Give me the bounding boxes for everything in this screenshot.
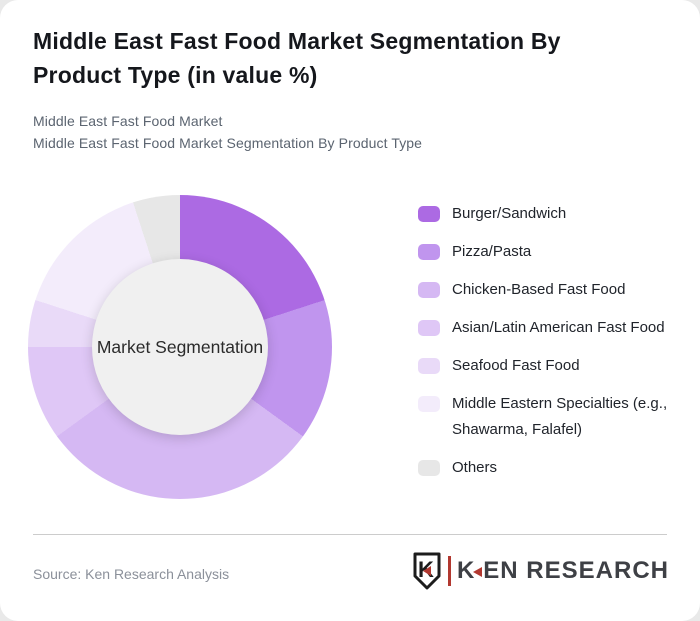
subtitle-segmentation: Middle East Fast Food Market Segmentatio… — [33, 135, 423, 151]
legend-swatch — [418, 282, 440, 298]
legend-label: Others — [452, 459, 498, 476]
donut-center-label: Market Segmentation — [96, 336, 264, 357]
legend-label: Chicken-Based Fast Food — [452, 281, 626, 298]
legend-item: Chicken-Based Fast Food — [418, 277, 674, 303]
ken-research-logo: K K EN RESEARCH — [412, 551, 669, 591]
legend-swatch — [418, 320, 440, 336]
legend-label: Burger/Sandwich — [452, 205, 567, 222]
page-title: Middle East Fast Food Market Segmentatio… — [33, 28, 561, 88]
wordmark-red-triangle-icon — [473, 567, 483, 577]
source-text: Source: Ken Research Analysis — [33, 566, 230, 582]
logo-wordmark: K EN RESEARCH — [457, 557, 669, 585]
legend-item: Burger/Sandwich — [418, 201, 674, 227]
legend-swatch — [418, 206, 440, 222]
legend-label: Pizza/Pasta — [452, 243, 532, 260]
legend-item: Pizza/Pasta — [418, 239, 674, 265]
legend-item: Asian/Latin American Fast Food — [418, 315, 674, 341]
legend-label: Middle Eastern Specialties (e.g., Shawar… — [452, 395, 668, 438]
legend-swatch — [418, 460, 440, 476]
legend-item: Others — [418, 455, 674, 481]
legend-item: Seafood Fast Food — [418, 353, 674, 379]
legend: Burger/Sandwich Pizza/Pasta Chicken-Based … — [418, 201, 674, 493]
shield-red-triangle — [422, 566, 431, 576]
donut-center: Market Segmentation — [92, 259, 268, 435]
ken-research-shield-k-icon: K — [413, 552, 441, 590]
legend-swatch — [418, 396, 440, 412]
subtitle-market: Middle East Fast Food Market — [33, 113, 223, 129]
legend-item: Middle Eastern Specialties (e.g., Shawar… — [418, 391, 674, 443]
legend-swatch — [418, 358, 440, 374]
wordmark-rest: EN RESEARCH — [483, 557, 669, 584]
legend-label: Seafood Fast Food — [452, 357, 580, 374]
logo-separator-bar — [447, 556, 451, 586]
donut-chart: Market Segmentation — [28, 195, 332, 499]
legend-label: Asian/Latin American Fast Food — [452, 319, 665, 336]
footer-divider — [33, 534, 667, 535]
wordmark-k: K — [456, 557, 476, 584]
legend-swatch — [418, 244, 440, 260]
